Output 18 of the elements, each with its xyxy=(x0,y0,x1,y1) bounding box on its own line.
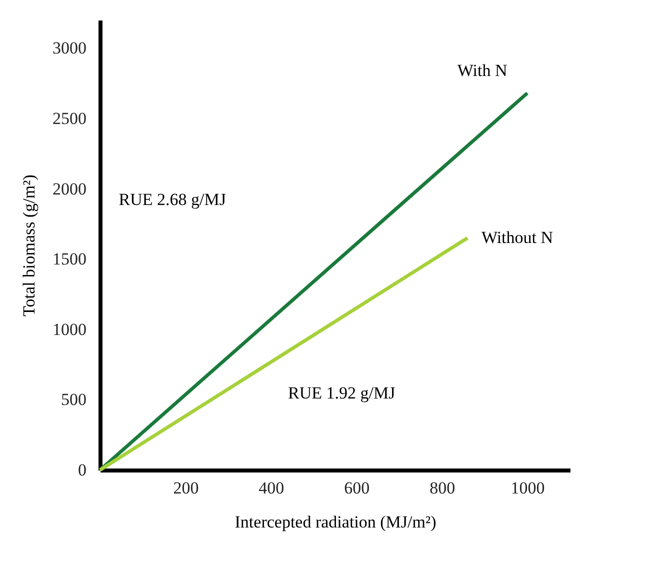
y-tick-label: 0 xyxy=(78,460,86,480)
annotation: RUE 1.92 g/MJ xyxy=(288,384,396,402)
x-axis-title: Intercepted radiation (MJ/m²) xyxy=(234,512,436,532)
y-tick-label: 2000 xyxy=(52,179,86,198)
y-tick-label: 1500 xyxy=(52,250,86,269)
y-tick-label: 2500 xyxy=(52,108,86,128)
series-label: Without N xyxy=(481,228,554,247)
y-tick-label: 3000 xyxy=(52,38,86,58)
y-tick-label: 500 xyxy=(61,390,86,410)
x-tick-label: 400 xyxy=(258,478,284,498)
x-tick-label: 800 xyxy=(430,478,456,498)
y-tick-label: 1000 xyxy=(52,320,86,339)
annotation: RUE 2.68 g/MJ xyxy=(118,190,226,209)
x-tick-label: 1000 xyxy=(510,478,545,498)
y-axis-title: Total biomass (g/m²) xyxy=(20,174,38,316)
x-tick-label: 600 xyxy=(344,478,370,498)
series-label: With N xyxy=(457,61,508,80)
x-tick-label: 200 xyxy=(173,478,199,498)
